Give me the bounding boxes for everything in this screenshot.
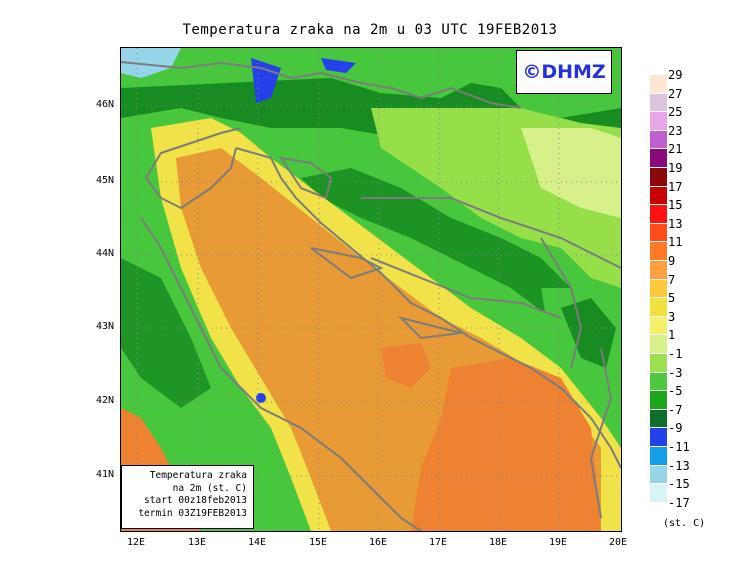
dhmz-logo: ©DHMZ: [516, 50, 612, 94]
lon-label: 17E: [428, 537, 448, 548]
legend-swatch: [650, 112, 667, 130]
field-hot-pocket-2: [411, 358, 601, 531]
legend-label: 29: [668, 68, 683, 82]
lon-label: 19E: [548, 537, 568, 548]
legend-swatch: [650, 149, 667, 167]
legend-label: 27: [668, 86, 683, 101]
lon-label: 15E: [308, 537, 328, 548]
legend-label: 9: [668, 254, 676, 268]
lon-label: 16E: [368, 537, 388, 548]
field-blue-north-2: [321, 58, 356, 73]
legend-swatch: [650, 409, 667, 428]
legend-swatch: [650, 428, 667, 446]
graticule: [121, 48, 621, 531]
legend-label: 21: [668, 142, 683, 157]
legend-swatch: [650, 93, 667, 112]
legend-label: -9: [668, 421, 683, 436]
legend-swatch: [650, 242, 667, 260]
legend-swatch: [650, 391, 667, 409]
legend-label: -3: [668, 365, 683, 380]
legend-swatch: [650, 447, 667, 465]
legend-label: 11: [668, 235, 683, 250]
field-dark-green-dinaric: [301, 168, 621, 348]
legend-label: 1: [668, 328, 676, 343]
lon-label: 18E: [488, 537, 508, 548]
legend-swatch: [650, 316, 667, 335]
legend-label: -13: [668, 458, 690, 473]
lon-label: 13E: [187, 537, 207, 548]
lat-label: 42N: [95, 395, 114, 406]
field-hot-pocket-1: [381, 343, 431, 388]
field-blue-spot: [256, 393, 266, 403]
map-title: Temperatura zraka na 2m u 03 UTC 19FEB20…: [182, 22, 558, 38]
legend-label: -7: [668, 402, 683, 417]
lon-label: 20E: [608, 537, 628, 548]
legend-swatch: [650, 75, 667, 93]
lat-label: 41N: [95, 469, 114, 480]
lat-label: 44N: [95, 248, 114, 259]
legend-label: -5: [668, 384, 683, 399]
legend-swatch: [650, 205, 667, 223]
legend-swatch: [650, 261, 667, 279]
info-line-1: Temperatura zraka: [149, 470, 247, 481]
legend-label: 15: [668, 198, 683, 213]
legend-swatch: [650, 335, 667, 353]
legend-swatch: [650, 279, 667, 298]
legend-label: -1: [668, 347, 683, 361]
legend-swatch: [650, 502, 667, 521]
legend-label: 3: [668, 309, 676, 324]
legend-swatch: [650, 186, 667, 205]
lat-label: 46N: [95, 99, 114, 110]
lat-label: 45N: [95, 175, 114, 186]
legend-label: 17: [668, 179, 683, 194]
legend-swatch: [650, 298, 667, 316]
legend-swatch: [650, 130, 667, 149]
temperature-field: [121, 48, 621, 531]
legend-label: 19: [668, 161, 683, 175]
legend-label: -17: [668, 495, 690, 510]
lon-label: 12E: [126, 537, 146, 548]
temperature-map: [120, 47, 622, 532]
info-line-2: na 2m (st. C): [172, 482, 247, 494]
legend-label: 13: [668, 216, 683, 231]
lat-label: 43N: [95, 321, 114, 332]
legend-units: (st. C): [663, 518, 706, 529]
legend-label: 5: [668, 291, 676, 306]
field-dark-green-north: [121, 78, 621, 158]
field-cyan-north: [121, 48, 181, 78]
info-box: Temperatura zraka na 2m (st. C) start 00…: [121, 465, 254, 529]
field-blue-north-1: [251, 58, 281, 103]
legend-label: 7: [668, 272, 676, 287]
legend-swatch: [650, 372, 667, 391]
legend-label: 23: [668, 123, 683, 138]
legend-swatch: [650, 354, 667, 372]
coastlines: [121, 61, 621, 531]
field-pale-green-ne: [521, 128, 621, 218]
legend-label: -15: [668, 477, 690, 492]
legend-swatch: [650, 465, 667, 484]
field-dark-green-italy: [121, 258, 211, 408]
legend-swatch: [650, 223, 667, 242]
legend-label: 25: [668, 105, 683, 120]
legend-swatch: [650, 168, 667, 186]
legend-label: -11: [668, 440, 690, 454]
legend-swatch: [650, 484, 667, 502]
info-line-4: termin 03Z19FEB2013: [138, 507, 247, 519]
info-line-3: start 00z18feb2013: [144, 495, 247, 506]
lon-label: 14E: [247, 537, 267, 548]
